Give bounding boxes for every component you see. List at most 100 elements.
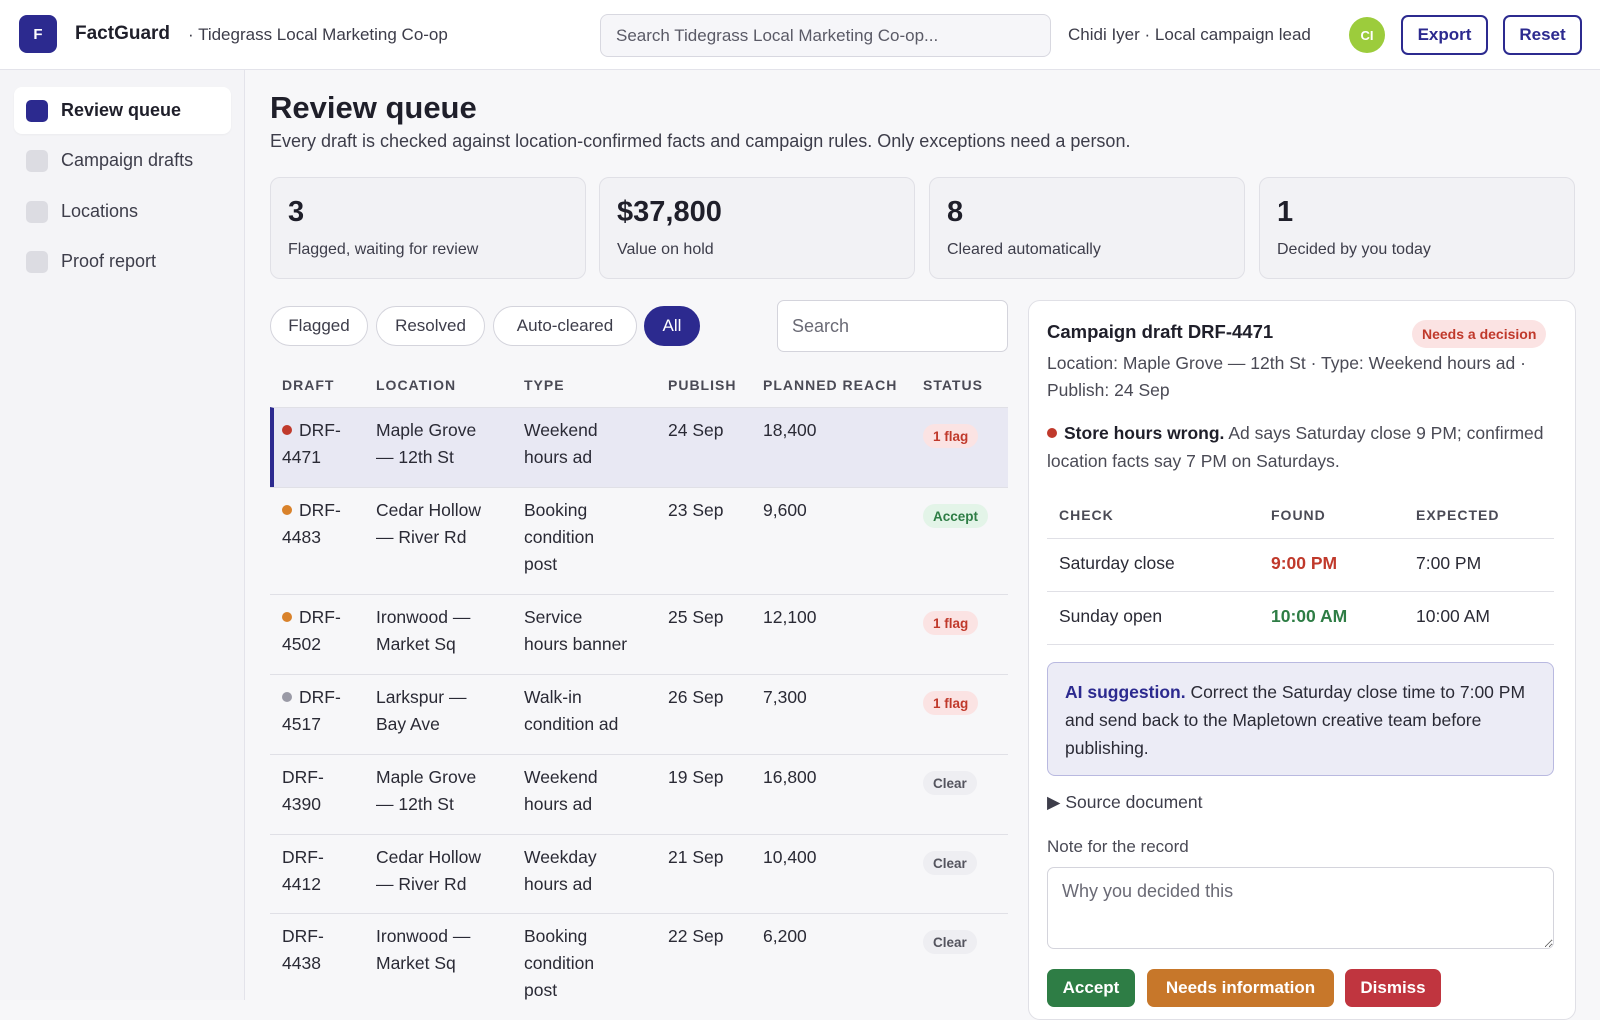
draft-id: DRF- 4412 xyxy=(282,844,324,898)
filter-auto-cleared[interactable]: Auto-cleared xyxy=(493,306,637,346)
sidebar-item-locations[interactable]: Locations xyxy=(14,188,231,235)
issue-text: Ad says Saturday close 9 PM; confirmed l… xyxy=(1047,423,1544,471)
sidebar-item-label: Locations xyxy=(61,201,139,221)
campaign-drafts-icon xyxy=(26,149,48,172)
table-row[interactable]: DRF- 4390 Maple Grove — 12th St Weekend hours… xyxy=(270,754,1008,834)
table-row[interactable]: DRF- 4438 Ironwood — Market Sq Booking condit… xyxy=(270,913,1008,1013)
stat-label: Cleared automatically xyxy=(947,241,1101,258)
filter-all[interactable]: All xyxy=(644,306,700,346)
status-badge: 1 flag xyxy=(923,691,979,715)
reset-button[interactable]: Reset xyxy=(1503,15,1582,55)
draft-prefix: DRF- xyxy=(299,607,341,627)
table-row[interactable]: DRF- 4412 Cedar Hollow — River Rd Weekday hou… xyxy=(270,834,1008,913)
publish-date: 25 Sep xyxy=(668,607,724,627)
draft-prefix: DRF- xyxy=(282,926,324,946)
publish-date: 19 Sep xyxy=(668,767,724,787)
table-row[interactable]: DRF- 4502 Ironwood — Market Sq Service hours … xyxy=(270,594,1008,674)
column-header-publish[interactable]: PUBLISH xyxy=(668,377,737,393)
draft-type: Weekday hours ad xyxy=(524,844,597,898)
draft-number: 4517 xyxy=(282,714,321,734)
draft-id: DRF- 4438 xyxy=(282,923,324,977)
type-line: hours ad xyxy=(524,874,593,894)
status-dot-icon xyxy=(282,692,292,702)
stat-label: Decided by you today xyxy=(1277,241,1431,258)
locations-icon xyxy=(26,200,48,223)
needs-information-button[interactable]: Needs information xyxy=(1147,969,1334,1007)
location: Maple Grove — 12th St xyxy=(376,417,476,471)
type-line: Walk-in xyxy=(524,687,582,707)
planned-reach: 7,300 xyxy=(763,687,807,707)
location-line: — River Rd xyxy=(376,527,467,547)
source-document-toggle[interactable]: ▶ Source document xyxy=(1047,792,1203,812)
sidebar-item-label: Review queue xyxy=(61,100,182,120)
avatar[interactable]: CI xyxy=(1349,17,1385,53)
stat-value: 8 xyxy=(947,196,964,228)
location: Cedar Hollow — River Rd xyxy=(376,844,481,898)
draft-type: Walk-in condition ad xyxy=(524,684,618,738)
sidebar-item-review-queue[interactable]: Review queue xyxy=(14,87,231,134)
table-row[interactable]: DRF- 4471 Maple Grove — 12th St Weekend hours… xyxy=(270,407,1008,487)
type-line: hours banner xyxy=(524,634,628,654)
check-expected: 10:00 AM xyxy=(1416,606,1490,626)
sidebar-item-proof-report[interactable]: Proof report xyxy=(14,238,231,285)
dismiss-button[interactable]: Dismiss xyxy=(1345,969,1441,1007)
status-badge: Clear xyxy=(923,851,977,875)
publish-date: 21 Sep xyxy=(668,847,724,867)
draft-number: 4438 xyxy=(282,953,321,973)
draft-id: DRF- 4471 xyxy=(282,417,341,471)
stat-value: 3 xyxy=(288,196,305,228)
type-line: Weekday xyxy=(524,847,597,867)
accept-button[interactable]: Accept xyxy=(1047,969,1135,1007)
column-header-planned-reach[interactable]: PLANNED REACH xyxy=(763,377,898,393)
location-line: Market Sq xyxy=(376,953,456,973)
location: Larkspur — Bay Ave xyxy=(376,684,466,738)
draft-number: 4412 xyxy=(282,874,321,894)
planned-reach: 12,100 xyxy=(763,607,817,627)
type-line: Service xyxy=(524,607,583,627)
ai-suggestion: AI suggestion. Correct the Saturday clos… xyxy=(1047,662,1554,776)
location-line: Ironwood — xyxy=(376,607,471,627)
column-header-location[interactable]: LOCATION xyxy=(376,377,457,393)
planned-reach: 18,400 xyxy=(763,420,817,440)
status-badge: Accept xyxy=(923,504,989,528)
draft-prefix: DRF- xyxy=(299,420,341,440)
location-line: Maple Grove xyxy=(376,420,477,440)
filter-flagged[interactable]: Flagged xyxy=(270,306,368,346)
type-line: post xyxy=(524,980,558,1000)
status-badge: Clear xyxy=(923,771,977,795)
check-expected: 7:00 PM xyxy=(1416,553,1482,573)
status-badge: Needs a decision xyxy=(1412,320,1547,348)
publish-date: 24 Sep xyxy=(668,420,724,440)
status-dot-icon xyxy=(282,612,292,622)
table-divider xyxy=(1047,644,1554,645)
proof-report-icon xyxy=(26,250,48,273)
draft-type: Booking condition post xyxy=(524,497,594,578)
queue-search-input[interactable] xyxy=(777,300,1008,352)
note-field[interactable] xyxy=(1047,867,1554,949)
org-name: · Tidegrass Local Marketing Co-op xyxy=(188,25,448,44)
sidebar-item-campaign-drafts[interactable]: Campaign drafts xyxy=(14,137,231,184)
column-header-status[interactable]: STATUS xyxy=(923,377,983,393)
planned-reach: 6,200 xyxy=(763,926,807,946)
type-line: Weekend xyxy=(524,420,598,440)
draft-detail-panel: Campaign draft DRF-4471 Needs a decision… xyxy=(1028,300,1576,1020)
location: Cedar Hollow — River Rd xyxy=(376,497,481,551)
stat-label: Flagged, waiting for review xyxy=(288,241,479,258)
review-queue-icon xyxy=(26,99,48,122)
column-header-type[interactable]: TYPE xyxy=(524,377,565,393)
status-dot-icon xyxy=(282,505,292,515)
global-search-input[interactable] xyxy=(600,14,1051,57)
planned-reach: 16,800 xyxy=(763,767,817,787)
draft-type: Weekend hours ad xyxy=(524,417,598,471)
check-found: 10:00 AM xyxy=(1271,606,1348,626)
draft-number: 4483 xyxy=(282,527,321,547)
export-button[interactable]: Export xyxy=(1401,15,1488,55)
table-row[interactable]: DRF- 4483 Cedar Hollow — River Rd Booking con… xyxy=(270,487,1008,594)
location-line: Market Sq xyxy=(376,634,456,654)
column-header-draft[interactable]: DRAFT xyxy=(282,377,335,393)
filter-resolved[interactable]: Resolved xyxy=(376,306,485,346)
stat-value: $37,800 xyxy=(617,196,722,228)
table-row[interactable]: DRF- 4517 Larkspur — Bay Ave Walk-in conditio… xyxy=(270,674,1008,754)
draft-prefix: DRF- xyxy=(282,767,324,787)
type-line: hours ad xyxy=(524,447,593,467)
